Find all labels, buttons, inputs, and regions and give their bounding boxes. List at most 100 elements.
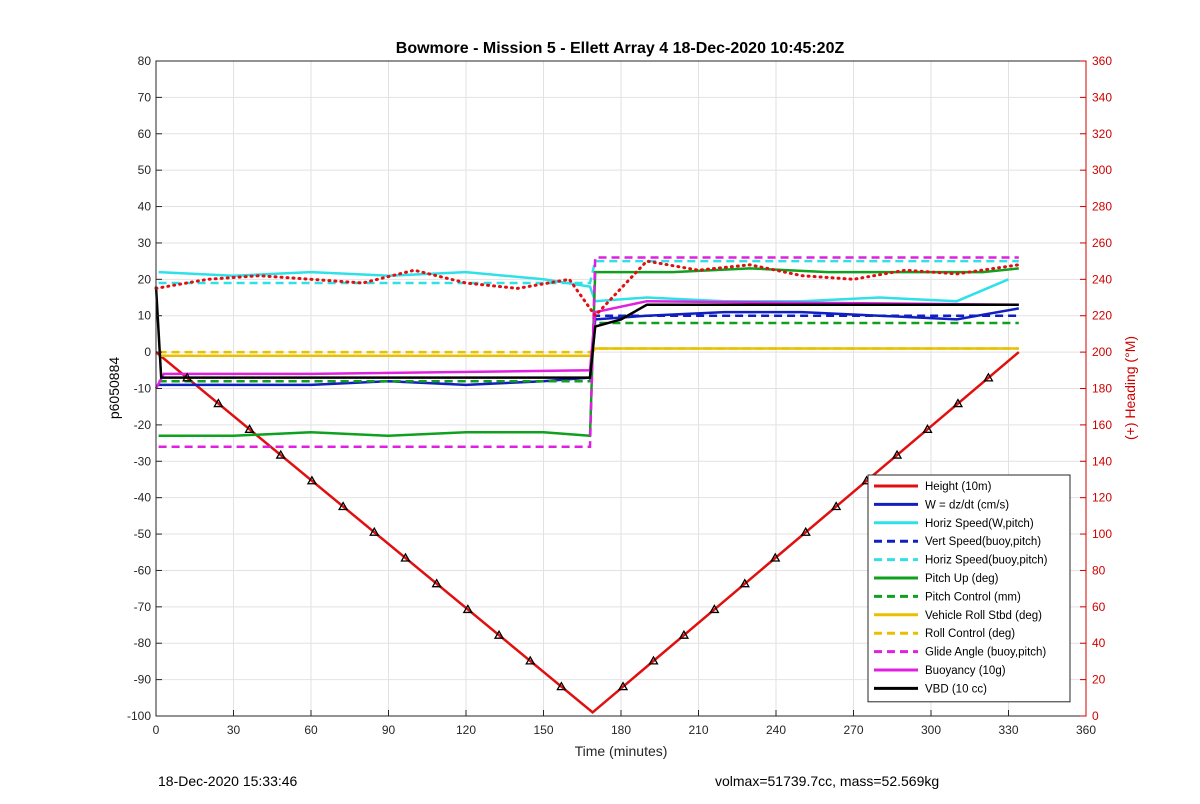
height-marker	[952, 398, 964, 408]
series-line-horiz-speed-buoy-pitch	[158, 259, 1019, 285]
series-line-roll-control-deg	[158, 347, 1019, 354]
y2-tick-label: 300	[1092, 163, 1112, 177]
height-marker	[275, 449, 286, 459]
y2-tick-label: 160	[1092, 418, 1112, 432]
y2-tick-label: 260	[1092, 236, 1112, 250]
y-tick-label: -100	[127, 709, 151, 723]
height-marker	[400, 552, 411, 562]
y-tick-label: 70	[138, 90, 152, 104]
height-marker	[922, 423, 933, 433]
series-line-buoyancy-10g	[154, 299, 1019, 390]
y2-tick-label: 20	[1092, 673, 1106, 687]
y2-tick-label: 100	[1092, 527, 1112, 541]
y-tick-label: -60	[134, 563, 152, 577]
y-tick-label: -90	[134, 673, 152, 687]
x-axis: 0 30 60 90 120 150 180 210 240 270 300 330 360	[153, 710, 1096, 737]
y2-tick-label: 180	[1092, 382, 1112, 396]
height-marker	[337, 501, 349, 511]
legend-label: Horiz Speed(W,pitch)	[925, 518, 1034, 530]
legend-label: Vehicle Roll Stbd (deg)	[925, 610, 1042, 622]
x-tick-label: 150	[533, 723, 553, 737]
y-axis-left: -100-90-80-70-60-50-40-30-20-10010203040…	[127, 54, 162, 723]
y-tick-label: -50	[134, 527, 152, 541]
height-marker	[800, 526, 811, 536]
y2-tick-label: 60	[1092, 600, 1106, 614]
y-tick-label: 0	[144, 345, 151, 359]
legend-label: Roll Control (deg)	[925, 628, 1015, 640]
y-tick-label: 20	[138, 272, 152, 286]
series-line-height-10m	[155, 351, 1020, 715]
y2-tick-label: 240	[1092, 272, 1112, 286]
legend-label: Vert Speed(buoy,pitch)	[925, 536, 1041, 548]
height-marker	[891, 449, 903, 459]
y-tick-label: 10	[138, 309, 152, 323]
legend-label: Pitch Control (mm)	[925, 591, 1021, 603]
legend: Height (10m) W = dz/dt (cm/s) Horiz Speed(…	[867, 474, 1071, 703]
x-tick-label: 30	[227, 723, 241, 737]
y-tick-label: -80	[134, 636, 152, 650]
height-marker	[369, 526, 380, 536]
height-marker	[431, 578, 442, 588]
x-tick-label: 120	[456, 723, 476, 737]
y-tick-label: -70	[134, 600, 152, 614]
legend-label: Height (10m)	[925, 481, 992, 493]
height-marker	[983, 372, 994, 382]
height-marker	[493, 629, 505, 639]
y2-tick-label: 360	[1092, 54, 1112, 68]
y2-tick-label: 120	[1092, 491, 1112, 505]
x-tick-label: 60	[304, 723, 318, 737]
y2-tick-label: 200	[1092, 345, 1112, 359]
y-tick-label: 30	[138, 236, 152, 250]
height-marker	[182, 372, 193, 382]
footer-timestamp: 18-Dec-2020 15:33:46	[158, 773, 298, 789]
y2-tick-label: 220	[1092, 309, 1112, 323]
y-tick-label: 50	[138, 163, 152, 177]
footer-summary: volmax=51739.7cc, mass=52.569kg	[715, 773, 940, 789]
x-tick-label: 330	[998, 723, 1018, 737]
legend-label: Buoyancy (10g)	[925, 665, 1006, 677]
height-marker	[678, 629, 690, 639]
height-marker	[462, 604, 473, 614]
y2-tick-label: 40	[1092, 636, 1106, 650]
y-axis-label: p6050884	[106, 357, 122, 420]
y-axis-right: 0 20 40 60 80 100 120 140 160 180 200 220 240 260 280 3…	[1080, 54, 1112, 723]
height-marker	[739, 578, 750, 588]
y2-tick-label: 340	[1092, 90, 1112, 104]
series-line-heading	[154, 259, 1021, 319]
height-marker	[831, 501, 842, 511]
y-tick-label: -10	[134, 382, 152, 396]
y-tick-label: 80	[138, 54, 152, 68]
x-tick-label: 0	[153, 723, 160, 737]
x-tick-label: 90	[382, 723, 396, 737]
x-tick-label: 180	[611, 723, 631, 737]
y2-tick-label: 320	[1092, 127, 1112, 141]
height-marker	[525, 655, 536, 665]
series-lines	[154, 256, 1021, 715]
y-tick-label: -30	[134, 454, 152, 468]
height-marker	[617, 681, 629, 691]
height-marker	[213, 398, 224, 408]
legend-label: Horiz Speed(buoy,pitch)	[925, 555, 1048, 567]
legend-label: Pitch Up (deg)	[925, 573, 999, 585]
legend-label: VBD (10 cc)	[925, 683, 987, 695]
y2-axis-label: (+) Heading (°M)	[1122, 336, 1138, 440]
x-tick-label: 210	[688, 723, 708, 737]
y-tick-label: -40	[134, 491, 152, 505]
height-marker	[770, 552, 781, 562]
legend-box	[867, 474, 1071, 703]
x-tick-label: 360	[1076, 723, 1096, 737]
height-marker	[709, 604, 720, 614]
height-marker	[648, 655, 659, 665]
y2-tick-label: 280	[1092, 200, 1112, 214]
y2-tick-label: 0	[1092, 709, 1099, 723]
height-marker	[306, 475, 318, 485]
x-tick-label: 240	[766, 723, 786, 737]
legend-label: Glide Angle (buoy,pitch)	[925, 647, 1046, 659]
y-tick-label: 60	[138, 127, 152, 141]
x-axis-label: Time (minutes)	[575, 743, 668, 759]
y2-tick-label: 80	[1092, 563, 1106, 577]
chart-title: Bowmore - Mission 5 - Ellett Array 4 18-…	[396, 40, 845, 57]
y-tick-label: 40	[138, 200, 152, 214]
legend-label: W = dz/dt (cm/s)	[925, 499, 1009, 511]
